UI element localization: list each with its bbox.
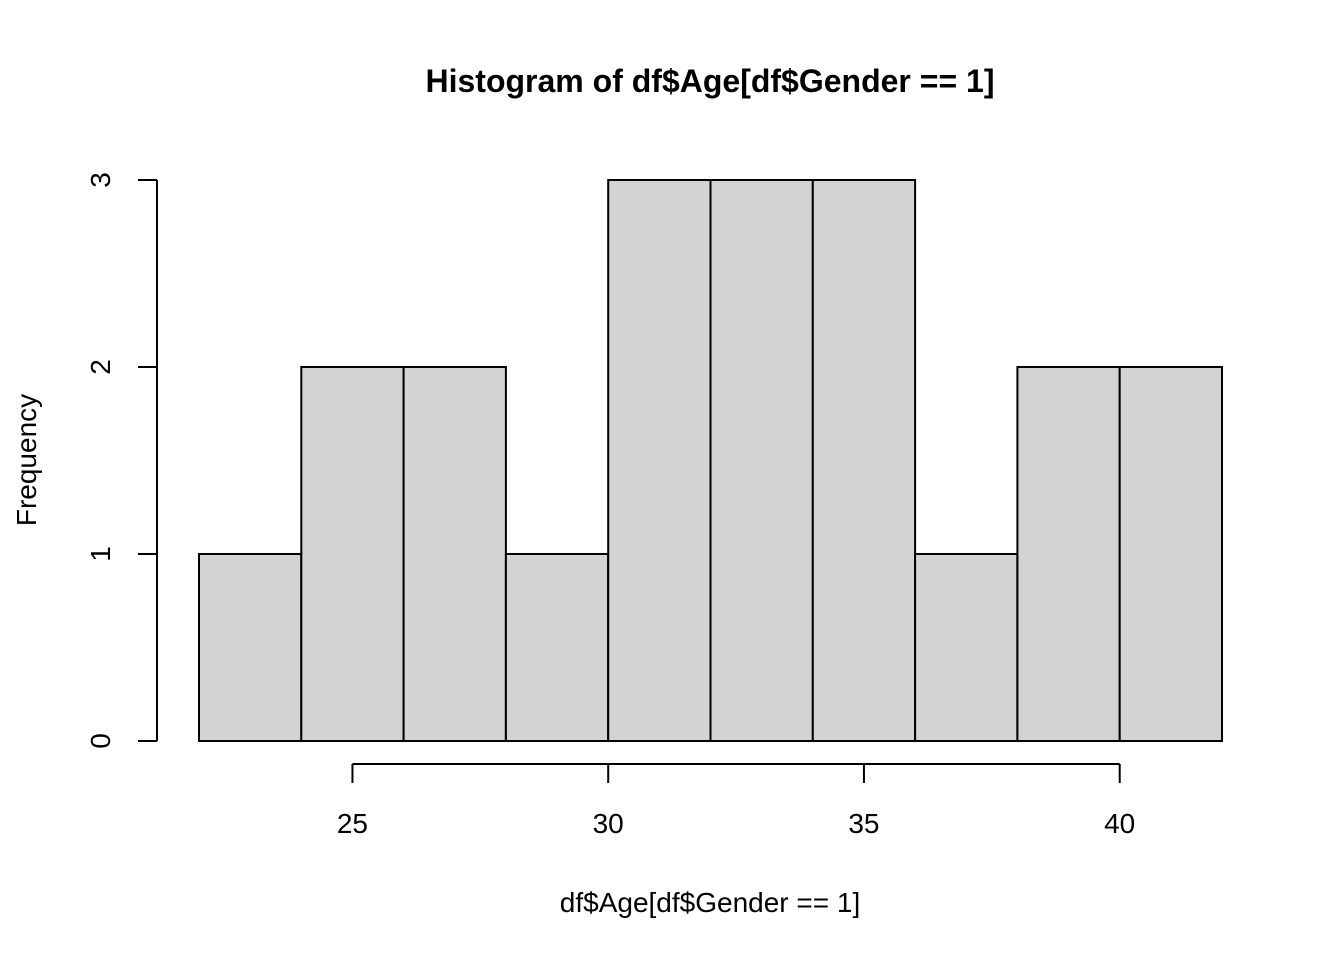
- x-tick-label: 35: [848, 808, 879, 839]
- bars-group: [198, 179, 1223, 742]
- histogram-bar-9: [1016, 366, 1121, 742]
- y-axis-label: Frequency: [11, 394, 42, 526]
- histogram-bar-2: [300, 366, 405, 742]
- histogram-bar-1: [198, 553, 303, 742]
- x-tick-label: 30: [593, 808, 624, 839]
- chart-title: Histogram of df$Age[df$Gender == 1]: [426, 63, 995, 99]
- histogram-bar-3: [402, 366, 507, 742]
- y-tick-label: 2: [85, 359, 116, 375]
- histogram-bar-4: [504, 553, 610, 742]
- y-tick-label: 0: [85, 733, 116, 749]
- x-axis-label: df$Age[df$Gender == 1]: [560, 887, 860, 918]
- x-tick-label: 40: [1104, 808, 1135, 839]
- y-tick-label: 3: [85, 172, 116, 188]
- histogram-bar-7: [811, 179, 917, 742]
- x-tick-label: 25: [337, 808, 368, 839]
- x-axis: 25 30 35 40: [337, 763, 1135, 839]
- histogram-bar-5: [607, 179, 712, 742]
- histogram-bar-6: [709, 179, 814, 742]
- y-tick-label: 1: [85, 546, 116, 562]
- histogram-bar-10: [1118, 366, 1223, 742]
- histogram-bar-8: [914, 553, 1019, 742]
- y-axis: 0 1 2 3: [85, 172, 158, 749]
